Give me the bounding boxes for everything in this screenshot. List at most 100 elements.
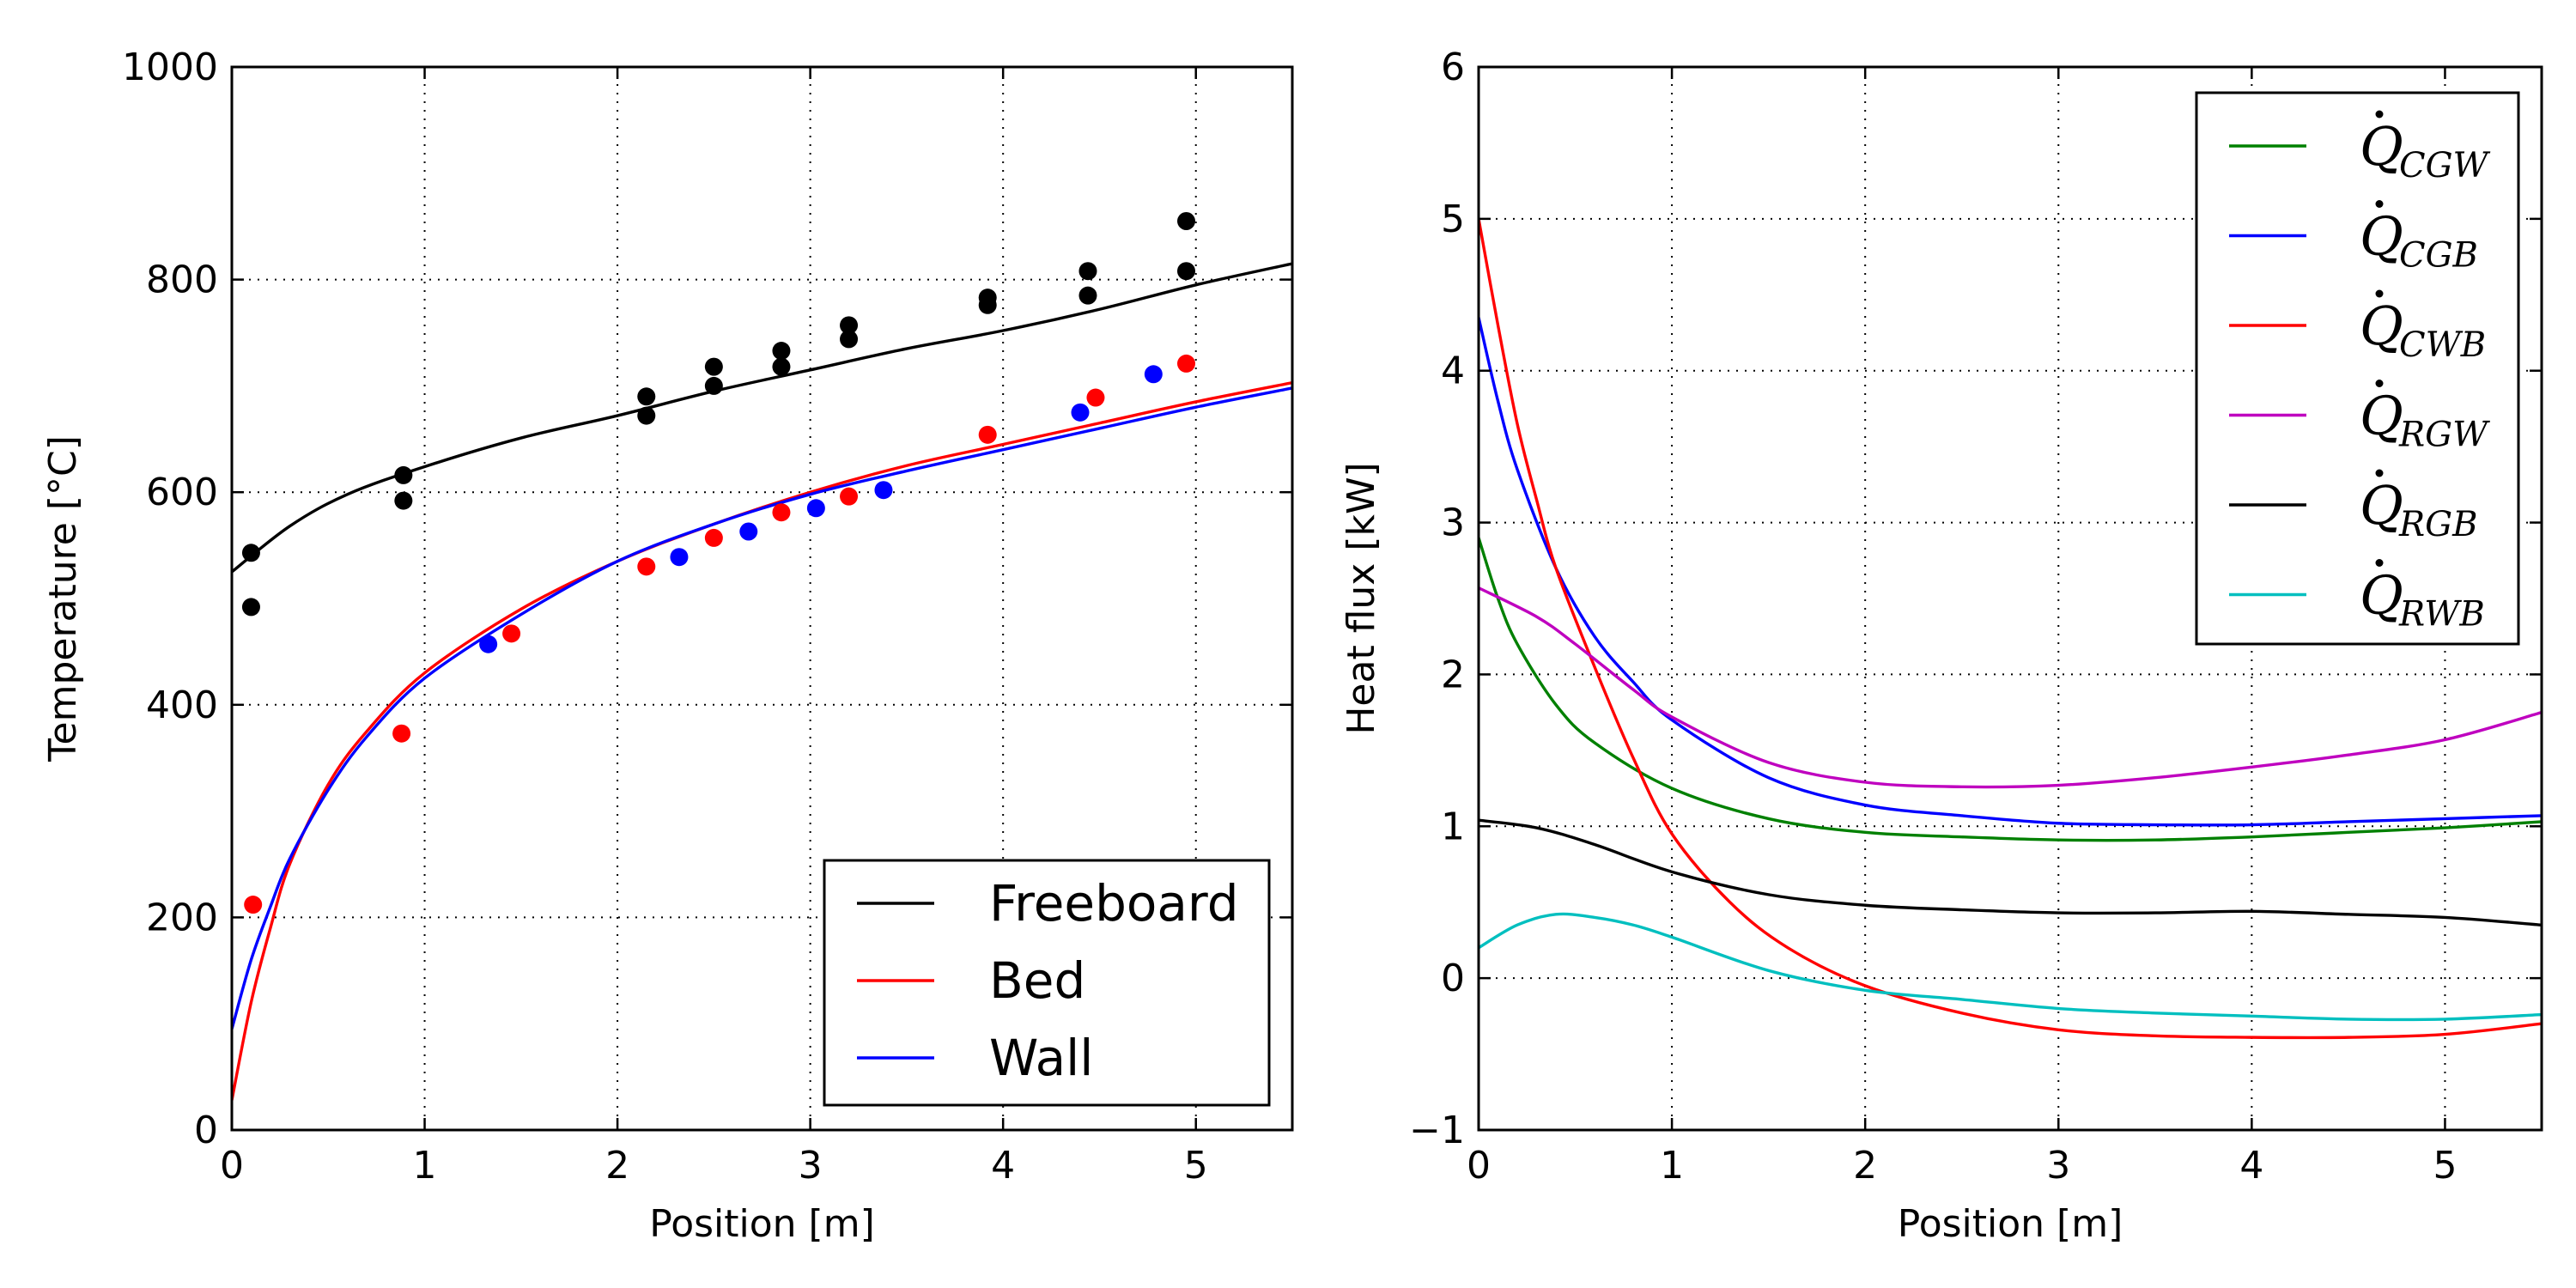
legend-subscript: CWB: [2399, 325, 2486, 365]
y-tick-label: 4: [1441, 349, 1465, 393]
series-line-cgw: [1479, 537, 2542, 842]
x-tick-label: 1: [1660, 1144, 1684, 1188]
legend-label: Q: [2360, 115, 2403, 178]
data-point: [1144, 365, 1163, 384]
legend-box: [2195, 91, 2520, 646]
legend-dot-accent: [2375, 469, 2384, 477]
legend-label: Q: [2360, 385, 2403, 447]
data-point: [772, 503, 791, 522]
y-tick-label: 800: [146, 258, 218, 302]
data-point: [704, 357, 723, 376]
y-tick-label: 600: [146, 471, 218, 514]
data-point: [1086, 388, 1105, 407]
data-point: [772, 357, 791, 376]
data-point: [1078, 262, 1097, 281]
x-tick-label: 3: [2046, 1144, 2070, 1188]
legend-label: Freeboard: [989, 874, 1239, 933]
legend-label: Q: [2360, 564, 2403, 627]
x-tick-label: 0: [220, 1144, 244, 1188]
legend-dot-accent: [2375, 289, 2384, 298]
data-point: [637, 557, 656, 576]
series-line-rgb: [1479, 818, 2542, 927]
data-point: [1071, 403, 1090, 422]
data-point: [1177, 354, 1195, 373]
legend-label: Q: [2360, 295, 2403, 357]
y-tick-label: 200: [146, 896, 218, 939]
plot-frame: [1477, 65, 2543, 1132]
y-axis-label: Heat flux [kW]: [1340, 462, 1383, 734]
legend-label: Q: [2360, 474, 2403, 537]
y-tick-label: 1: [1441, 805, 1465, 848]
legend-dot-accent: [2375, 110, 2384, 118]
data-point: [241, 544, 260, 562]
legend-subscript: RGB: [2398, 505, 2477, 544]
legend-dot-accent: [2375, 559, 2384, 567]
data-point: [241, 598, 260, 617]
data-point: [840, 487, 859, 506]
x-tick-label: 4: [991, 1144, 1015, 1188]
data-point: [840, 330, 859, 349]
chart-panel-1: 0 1 2 3 4 5 0 200 400 600 800 1000 Position [m] Tempe…: [41, 46, 1294, 1246]
series-line-cwb: [1479, 218, 2542, 1040]
data-point: [704, 376, 723, 395]
x-tick-label: 4: [2239, 1144, 2263, 1188]
y-tick-label: 6: [1441, 46, 1465, 89]
data-point: [394, 491, 413, 510]
data-point: [637, 406, 656, 425]
y-tick-label: 3: [1441, 501, 1465, 545]
x-tick-label: 3: [799, 1144, 823, 1188]
x-tick-label: 2: [1853, 1144, 1877, 1188]
data-point: [1177, 262, 1195, 281]
legend-box: [823, 859, 1271, 1107]
legend-subscript: CGW: [2399, 146, 2491, 185]
series-line-freeboard: [232, 262, 1292, 574]
data-point: [739, 522, 758, 541]
x-tick-label: 1: [413, 1144, 437, 1188]
series-group: [232, 212, 1292, 1101]
data-point: [978, 425, 997, 444]
data-point: [806, 499, 825, 518]
legend-subscript: CGB: [2399, 236, 2478, 276]
data-point: [502, 624, 521, 643]
legend-dot-accent: [2375, 380, 2384, 387]
y-axis-label: Temperature [°C]: [41, 435, 85, 762]
data-point: [772, 342, 791, 361]
data-point: [704, 528, 723, 547]
y-tick-label: 5: [1441, 197, 1465, 241]
legend-subscript: RWB: [2398, 595, 2485, 635]
legend-label: Wall: [989, 1029, 1093, 1087]
y-tick-label: 400: [146, 683, 218, 727]
data-point: [978, 295, 997, 314]
data-point: [394, 465, 413, 484]
data-point: [670, 548, 689, 567]
x-axis-label: Position [m]: [649, 1202, 875, 1246]
y-tick-label: 0: [194, 1109, 218, 1152]
x-tick-label: 2: [605, 1144, 629, 1188]
legend-label: Bed: [989, 951, 1085, 1010]
series-line-cgb: [1479, 317, 2542, 827]
data-point: [1177, 212, 1195, 231]
series-group: [1479, 218, 2542, 1040]
data-point: [1078, 286, 1097, 305]
data-point: [244, 896, 263, 914]
plot-frame: [230, 65, 1294, 1132]
x-tick-label: 5: [1184, 1144, 1208, 1188]
y-tick-label: 2: [1441, 653, 1465, 696]
series-line-wall: [232, 386, 1292, 1030]
x-axis-label: Position [m]: [1898, 1202, 2123, 1246]
legend: Freeboard Bed Wall: [823, 859, 1271, 1107]
series-line-rwb: [1479, 912, 2542, 1022]
y-tick-label: 1000: [122, 46, 218, 89]
legend-dot-accent: [2375, 200, 2384, 208]
data-point: [874, 481, 893, 500]
x-tick-label: 5: [2433, 1144, 2457, 1188]
data-point: [479, 635, 498, 653]
legend-label: Q: [2360, 205, 2403, 268]
data-point: [840, 316, 859, 335]
legend-subscript: RGW: [2398, 416, 2490, 455]
data-point: [392, 724, 411, 743]
data-point: [637, 387, 656, 406]
